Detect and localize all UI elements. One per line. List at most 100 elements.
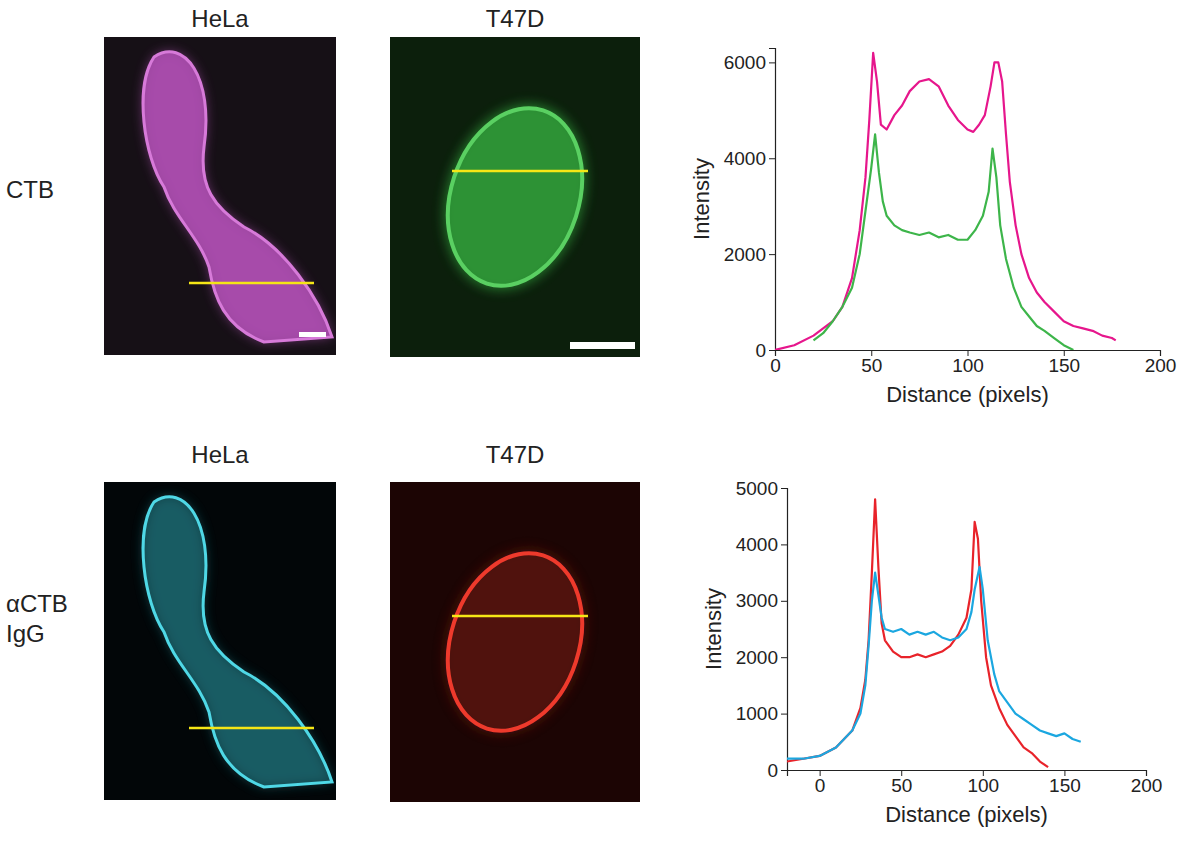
cell-glow [143, 497, 332, 787]
x-tick: 200 [1145, 350, 1177, 376]
plot-area [787, 499, 1081, 767]
x-tick-label: 150 [1049, 775, 1081, 796]
y-tick-mark [769, 158, 775, 159]
series-line [787, 567, 1081, 759]
y-tick-mark [781, 657, 787, 658]
y-tick-mark [781, 488, 787, 489]
y-tick-mark [781, 544, 787, 545]
x-tick-label: 0 [770, 355, 781, 376]
x-tick: 150 [1048, 350, 1080, 376]
line-chart: 050100150200010002000300040005000Distanc… [701, 478, 1162, 827]
column-title: T47D [486, 441, 545, 468]
x-axis-title: Distance (pixels) [886, 382, 1049, 407]
plot-area [775, 53, 1116, 350]
row-label-line: IgG [6, 620, 45, 647]
micrograph [104, 37, 336, 355]
x-tick: 150 [1049, 770, 1081, 796]
y-axis: 0 2000 4000 6000 [724, 49, 776, 361]
x-tick: 100 [952, 350, 984, 376]
y-tick-mark [781, 714, 787, 715]
y-tick-mark [781, 770, 787, 771]
y-tick: 6000 [724, 52, 775, 73]
column-title: T47D [486, 5, 545, 32]
x-tick-label: 200 [1131, 775, 1163, 796]
y-tick-label: 3000 [736, 590, 778, 611]
x-tick-label: 150 [1048, 355, 1080, 376]
cell-body [426, 536, 604, 749]
x-axis-title: Distance (pixels) [885, 802, 1048, 827]
row-label: CTB [6, 176, 54, 203]
row-label-line: CTB [6, 176, 54, 203]
image-background [104, 482, 336, 800]
series-line [814, 134, 1074, 350]
y-tick-mark [769, 350, 775, 351]
profile-line [189, 282, 314, 285]
y-axis-title: Intensity [689, 158, 714, 240]
profile-line [452, 170, 588, 173]
y-tick: 0 [755, 340, 775, 361]
x-tick: 200 [1131, 770, 1163, 796]
x-tick-label: 100 [952, 355, 984, 376]
y-tick-label: 4000 [724, 148, 766, 169]
y-tick: 0 [767, 760, 787, 781]
y-tick: 2000 [736, 647, 787, 668]
image-background [104, 37, 336, 355]
cell-glow [143, 52, 332, 342]
y-tick-mark [769, 254, 775, 255]
y-tick-label: 0 [767, 760, 778, 781]
cell-body [143, 497, 332, 787]
column-title: HeLa [191, 5, 249, 32]
scale-bar [570, 342, 635, 349]
y-tick: 5000 [736, 478, 787, 499]
y-tick-label: 5000 [736, 478, 778, 499]
x-tick-label: 50 [861, 355, 882, 376]
x-tick-label: 200 [1145, 355, 1177, 376]
y-tick-label: 2000 [724, 244, 766, 265]
y-tick-mark [769, 62, 775, 63]
series-line [787, 499, 1048, 767]
y-tick: 4000 [724, 148, 775, 169]
column-title: HeLa [191, 441, 249, 468]
y-tick-mark [781, 601, 787, 602]
x-tick: 0 [770, 350, 781, 376]
cell-body [143, 52, 332, 342]
y-axis-title: Intensity [701, 588, 726, 670]
y-axis-line [769, 49, 776, 351]
y-tick-label: 1000 [736, 703, 778, 724]
profile-line [452, 615, 588, 618]
y-tick-label: 0 [755, 340, 766, 361]
x-tick-label: 100 [967, 775, 999, 796]
x-tick-label: 0 [815, 775, 826, 796]
x-axis: 0 50 100 150 200 [770, 350, 1176, 376]
x-tick: 100 [967, 770, 999, 796]
y-tick: 1000 [736, 703, 787, 724]
cell-body [426, 91, 604, 304]
y-tick-label: 4000 [736, 534, 778, 555]
line-chart: 0501001502000200040006000Distance (pixel… [689, 49, 1176, 408]
x-tick-label: 50 [891, 775, 912, 796]
y-tick-label: 2000 [736, 647, 778, 668]
figure: CTBHeLaT47DαCTBIgGHeLaT47D05010015020002… [0, 0, 1190, 843]
micrograph [390, 482, 640, 802]
series-line [775, 53, 1116, 350]
micrograph [104, 482, 336, 800]
x-tick: 0 [815, 770, 826, 796]
cell-glow [421, 531, 609, 754]
y-tick: 3000 [736, 590, 787, 611]
cell-glow [421, 86, 609, 309]
x-tick: 50 [861, 350, 882, 376]
x-tick: 50 [891, 770, 912, 796]
row-label-line: αCTB [6, 590, 68, 617]
row-label: αCTB IgG [6, 590, 68, 647]
y-tick: 2000 [724, 244, 775, 265]
x-axis: 0 50 100 150 200 [788, 770, 1163, 796]
y-axis-line [781, 489, 788, 771]
y-tick: 4000 [736, 534, 787, 555]
image-background [390, 37, 640, 357]
profile-line [189, 727, 314, 730]
image-background [390, 482, 640, 802]
scale-bar [299, 332, 326, 337]
y-axis: 0 1000 2000 3000 4000 5000 [736, 478, 788, 781]
micrograph [390, 37, 640, 357]
y-tick-label: 6000 [724, 52, 766, 73]
